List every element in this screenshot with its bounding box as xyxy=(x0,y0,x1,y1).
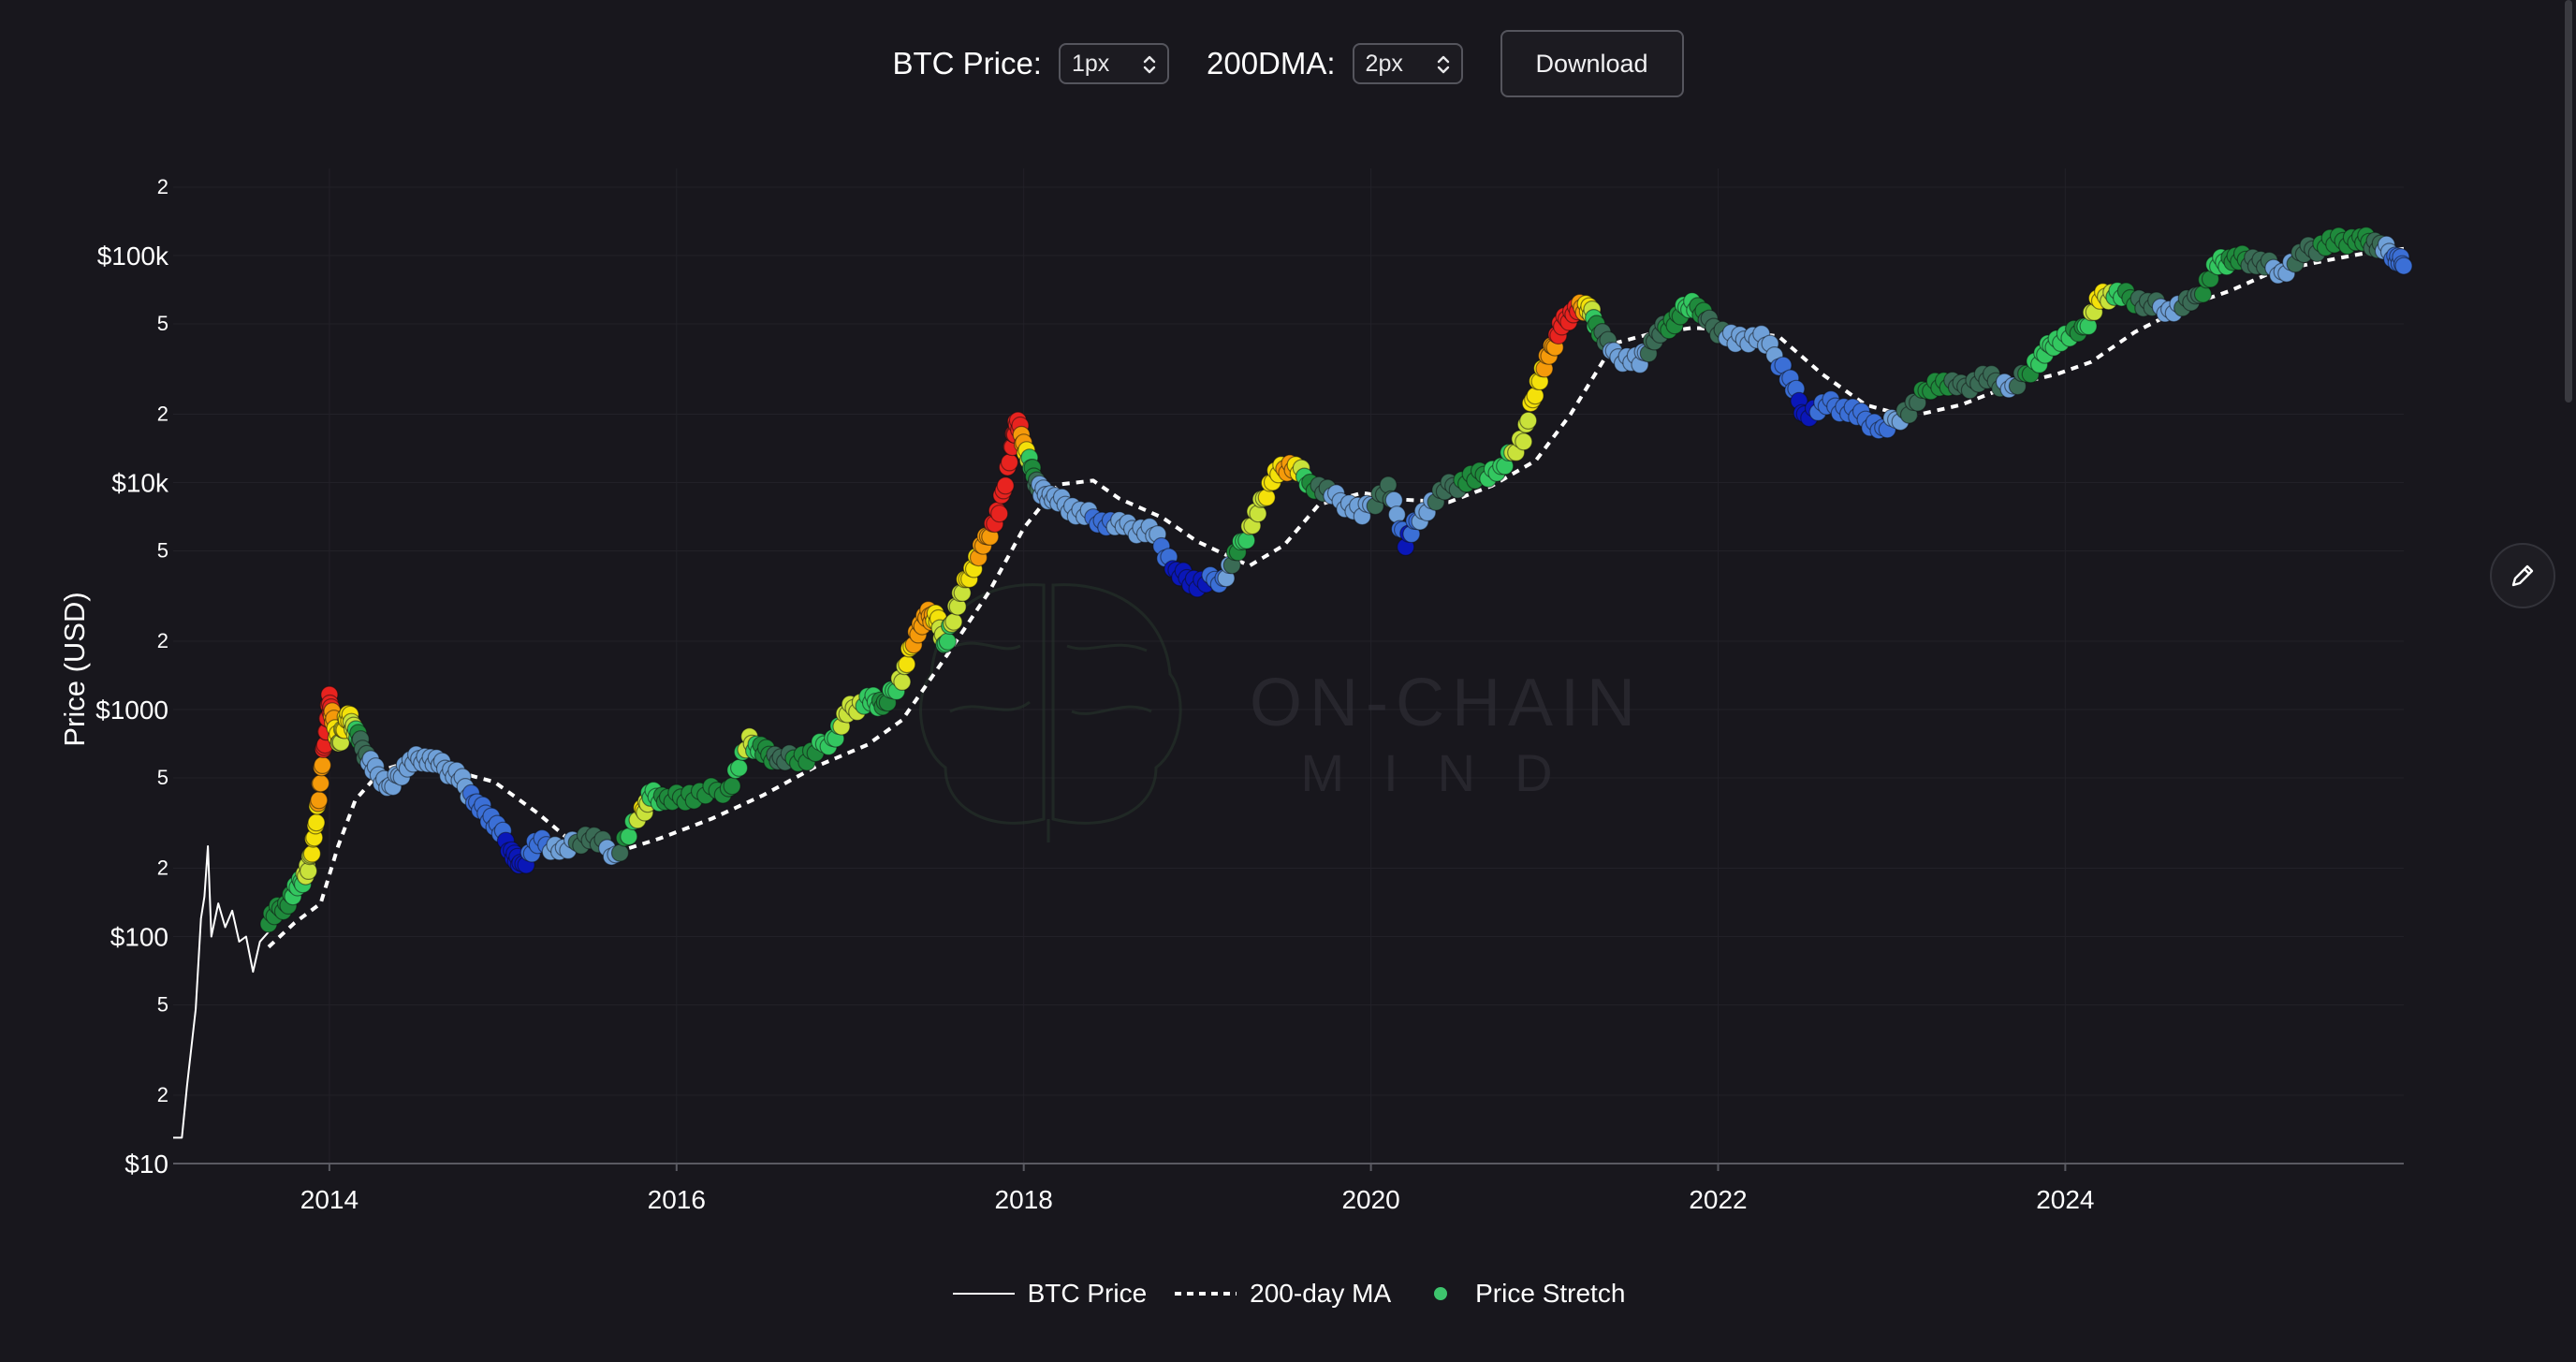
dma-label: 200DMA: xyxy=(1206,46,1336,81)
watermark-line2: MIND xyxy=(1300,743,1591,802)
y-tick-label: 2 xyxy=(157,629,168,652)
stretch-point xyxy=(723,777,741,796)
stretch-point xyxy=(1384,491,1403,509)
stretch-point xyxy=(938,632,958,651)
y-tick-label: $10k xyxy=(111,468,169,497)
legend-stretch-label: Price Stretch xyxy=(1475,1279,1626,1308)
stretch-point xyxy=(313,755,332,775)
stretch-point xyxy=(1519,411,1538,430)
legend-price-stretch[interactable]: Price Stretch xyxy=(1417,1279,1625,1309)
edit-button[interactable] xyxy=(2490,543,2555,608)
watermark: ON-CHAIN MIND xyxy=(919,583,1643,842)
y-tick-label: 2 xyxy=(157,175,168,198)
stretch-point xyxy=(1379,476,1398,494)
legend-dot xyxy=(1434,1287,1448,1300)
watermark-line1: ON-CHAIN xyxy=(1250,666,1643,740)
y-tick-label: 2 xyxy=(157,857,168,880)
y-tick-label: 5 xyxy=(157,992,168,1016)
stretch-point xyxy=(893,672,912,692)
chart-grid xyxy=(173,168,2404,1164)
chart-legend: BTC Price 200-day MA Price Stretch xyxy=(0,1273,2576,1314)
x-tick-label: 2018 xyxy=(995,1185,1053,1214)
x-tick-label: 2014 xyxy=(300,1185,359,1214)
pencil-icon xyxy=(2511,564,2534,587)
btc-price-width-select[interactable]: 1px xyxy=(1058,43,1169,84)
y-tick-label: $100 xyxy=(110,922,168,951)
stretch-point xyxy=(307,813,326,832)
y-tick-label: 2 xyxy=(157,1083,168,1106)
y-tick-label: $10 xyxy=(124,1150,168,1179)
y-tick-label: 5 xyxy=(157,766,168,789)
chart-controls: BTC Price: 1px 200DMA: 2px Download xyxy=(0,30,2576,97)
x-tick-label: 2020 xyxy=(1341,1185,1399,1214)
x-tick-label: 2016 xyxy=(648,1185,706,1214)
x-tick-label: 2022 xyxy=(1689,1185,1747,1214)
stretch-point xyxy=(1249,505,1267,523)
stretch-point xyxy=(310,791,329,810)
stretch-point xyxy=(620,827,638,846)
download-button[interactable]: Download xyxy=(1500,30,1684,97)
legend-solid-line xyxy=(952,1293,1015,1295)
stretch-point xyxy=(729,758,749,777)
stretch-point xyxy=(2394,256,2413,275)
price-stretch-points xyxy=(259,227,2413,933)
btc-price-line xyxy=(173,845,270,1139)
stretch-point xyxy=(610,843,630,862)
stretch-point xyxy=(312,774,330,793)
brain-watermark-icon xyxy=(919,583,1182,842)
dma-width-select[interactable]: 2px xyxy=(1352,43,1463,84)
up-down-chevron-icon xyxy=(1437,55,1449,74)
y-tick-label: 5 xyxy=(157,312,168,335)
stretch-point xyxy=(1387,505,1407,524)
y-tick-label: 5 xyxy=(157,538,168,562)
up-down-chevron-icon xyxy=(1143,55,1156,74)
stretch-point xyxy=(1257,488,1276,507)
stretch-point xyxy=(1000,453,1019,472)
y-axis-label: Price (USD) xyxy=(58,592,91,746)
y-tick-label: $1000 xyxy=(95,696,168,725)
stretch-point xyxy=(990,505,1009,523)
stretch-point xyxy=(996,476,1015,495)
dma-width-value: 2px xyxy=(1365,50,1403,77)
btc-price-width-value: 1px xyxy=(1071,50,1110,77)
legend-btc-label: BTC Price xyxy=(1027,1279,1148,1308)
stretch-point xyxy=(944,612,963,631)
x-tick-label: 2024 xyxy=(2036,1185,2094,1214)
legend-dashed-line xyxy=(1175,1292,1237,1296)
legend-200-day-ma[interactable]: 200-day MA xyxy=(1173,1279,1391,1309)
legend-ma-label: 200-day MA xyxy=(1250,1279,1392,1308)
stretch-point xyxy=(302,844,321,863)
y-tick-label: $100k xyxy=(97,242,169,271)
legend-btc-price[interactable]: BTC Price xyxy=(951,1279,1148,1309)
scrollbar-thumb[interactable] xyxy=(2565,0,2572,403)
btc-price-label: BTC Price: xyxy=(892,46,1042,81)
stretch-point xyxy=(898,654,916,674)
y-tick-label: 2 xyxy=(157,403,168,426)
stretch-point xyxy=(1515,432,1533,451)
chart-axes: $10 2 5 $100 2 5 $1000 2 5 $10k 2 5 $100k 2 2014 2016 20… xyxy=(95,175,2404,1214)
